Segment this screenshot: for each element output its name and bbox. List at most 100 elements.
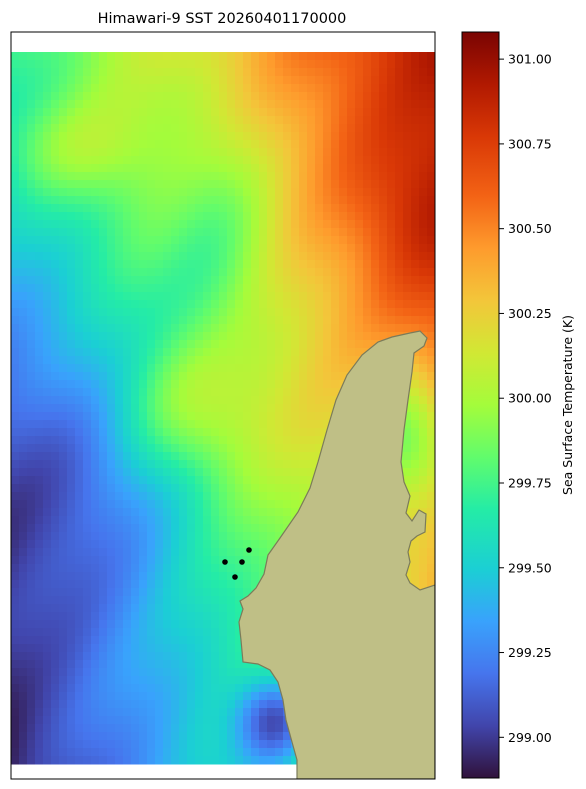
sst-cell xyxy=(235,740,244,749)
sst-cell xyxy=(387,220,396,229)
sst-cell xyxy=(155,740,164,749)
sst-cell xyxy=(251,404,260,413)
sst-cell xyxy=(91,300,100,309)
sst-cell xyxy=(83,548,92,557)
sst-cell xyxy=(91,596,100,605)
sst-cell xyxy=(155,596,164,605)
sst-cell xyxy=(259,404,268,413)
sst-cell xyxy=(243,268,252,277)
sst-cell xyxy=(59,612,68,621)
sst-cell xyxy=(227,580,236,589)
sst-cell xyxy=(155,76,164,85)
sst-cell xyxy=(67,340,76,349)
sst-cell xyxy=(291,124,300,133)
sst-cell xyxy=(51,532,60,541)
sst-cell xyxy=(267,468,276,477)
sst-cell xyxy=(211,604,220,613)
sst-cell xyxy=(155,540,164,549)
sst-cell xyxy=(11,700,20,709)
sst-cell xyxy=(131,508,140,517)
sst-cell xyxy=(203,148,212,157)
sst-cell xyxy=(283,116,292,125)
sst-cell xyxy=(211,108,220,117)
sst-cell xyxy=(379,108,388,117)
sst-cell xyxy=(291,452,300,461)
sst-cell xyxy=(67,60,76,69)
sst-cell xyxy=(123,404,132,413)
sst-cell xyxy=(163,372,172,381)
sst-cell xyxy=(187,580,196,589)
sst-cell xyxy=(179,428,188,437)
sst-cell xyxy=(331,52,340,61)
sst-cell xyxy=(299,76,308,85)
sst-cell xyxy=(43,508,52,517)
sst-cell xyxy=(123,452,132,461)
sst-cell xyxy=(179,244,188,253)
sst-cell xyxy=(131,756,140,765)
sst-cell xyxy=(307,332,316,341)
sst-cell xyxy=(91,220,100,229)
sst-cell xyxy=(251,580,260,589)
sst-cell xyxy=(307,76,316,85)
sst-cell xyxy=(91,692,100,701)
sst-cell xyxy=(283,340,292,349)
sst-cell xyxy=(267,332,276,341)
sst-cell xyxy=(115,196,124,205)
sst-cell xyxy=(323,324,332,333)
sst-cell xyxy=(387,212,396,221)
sst-cell xyxy=(51,108,60,117)
sst-cell xyxy=(27,356,36,365)
sst-cell xyxy=(219,188,228,197)
sst-cell xyxy=(195,132,204,141)
sst-cell xyxy=(259,692,268,701)
sst-cell xyxy=(211,500,220,509)
sst-cell xyxy=(171,652,180,661)
sst-cell xyxy=(427,68,435,77)
sst-cell xyxy=(147,700,156,709)
sst-cell xyxy=(299,348,308,357)
sst-cell xyxy=(347,244,356,253)
sst-cell xyxy=(371,180,380,189)
sst-cell xyxy=(267,252,276,261)
sst-cell xyxy=(115,316,124,325)
sst-cell xyxy=(115,676,124,685)
sst-cell xyxy=(139,156,148,165)
sst-cell xyxy=(11,316,20,325)
sst-cell xyxy=(219,564,228,573)
sst-cell xyxy=(227,308,236,317)
sst-cell xyxy=(67,164,76,173)
sst-cell xyxy=(227,644,236,653)
sst-cell xyxy=(19,364,28,373)
sst-cell xyxy=(43,564,52,573)
sst-cell xyxy=(203,68,212,77)
sst-cell xyxy=(67,228,76,237)
sst-cell xyxy=(67,708,76,717)
sst-cell xyxy=(227,156,236,165)
sst-cell xyxy=(27,588,36,597)
sst-cell xyxy=(11,716,20,725)
sst-cell xyxy=(235,692,244,701)
sst-cell xyxy=(275,708,284,717)
sst-cell xyxy=(115,636,124,645)
sst-cell xyxy=(219,508,228,517)
sst-cell xyxy=(219,156,228,165)
sst-cell xyxy=(83,756,92,765)
sst-cell xyxy=(387,100,396,109)
sst-cell xyxy=(411,548,420,557)
sst-cell xyxy=(235,444,244,453)
sst-cell xyxy=(315,156,324,165)
sst-cell xyxy=(83,660,92,669)
sst-cell xyxy=(139,356,148,365)
sst-cell xyxy=(147,540,156,549)
sst-cell xyxy=(387,108,396,117)
sst-cell xyxy=(59,484,68,493)
sst-cell xyxy=(147,756,156,765)
sst-cell xyxy=(379,196,388,205)
sst-cell xyxy=(227,692,236,701)
sst-cell xyxy=(91,636,100,645)
sst-cell xyxy=(91,684,100,693)
sst-cell xyxy=(163,340,172,349)
sst-cell xyxy=(35,76,44,85)
sst-cell xyxy=(283,476,292,485)
sst-cell xyxy=(259,668,268,677)
